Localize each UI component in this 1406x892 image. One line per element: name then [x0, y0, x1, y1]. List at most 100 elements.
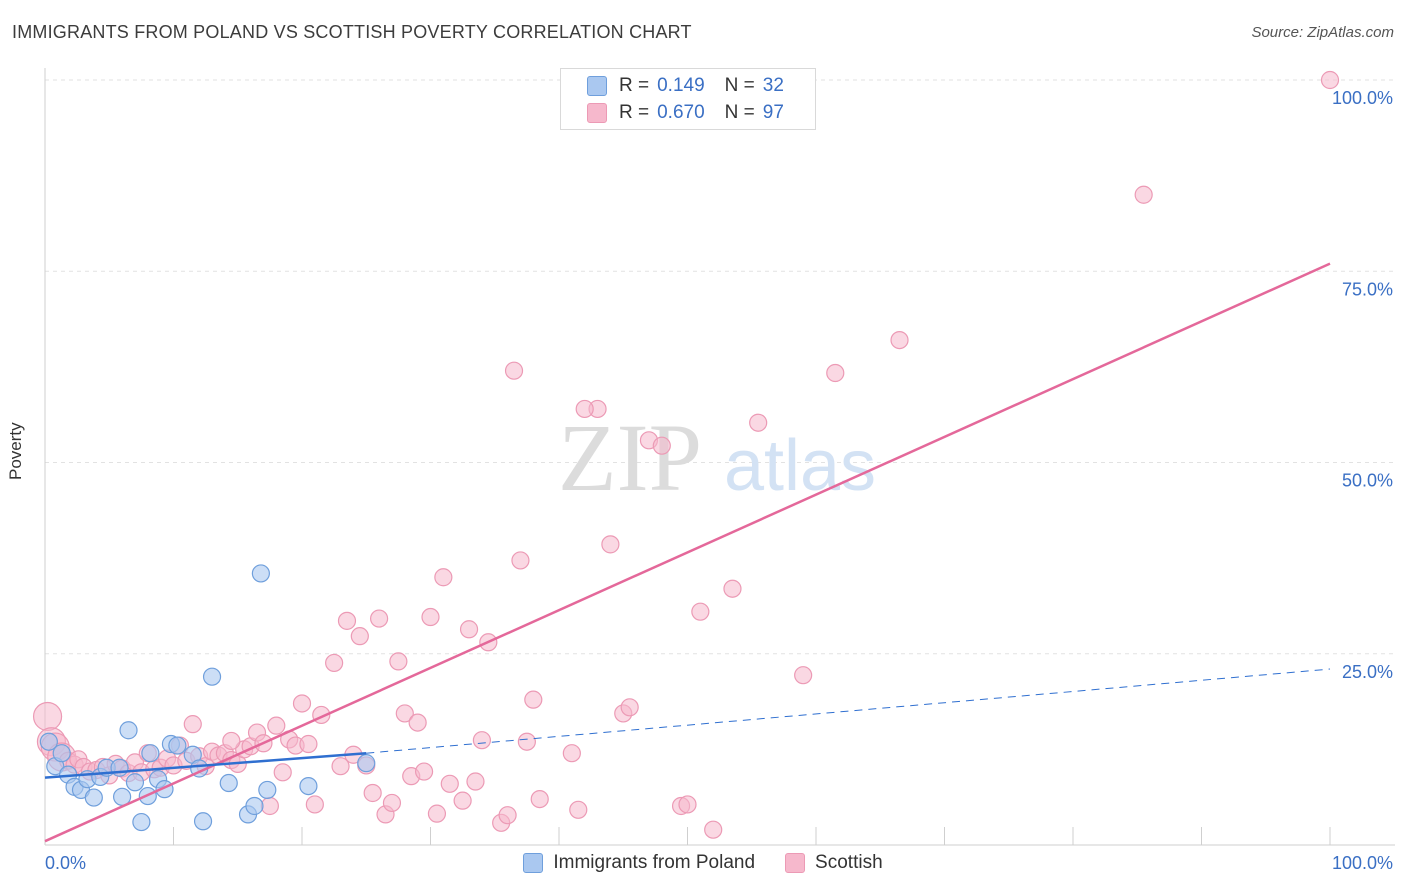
trend-lines	[44, 262, 1331, 843]
legend-label-poland: Immigrants from Poland	[553, 852, 756, 873]
y-tick-label: 100.0%	[1332, 88, 1393, 108]
scottish-point	[601, 535, 620, 554]
scottish-point	[299, 734, 318, 754]
scottish-point	[440, 774, 459, 793]
y-tick-label: 75.0%	[1342, 279, 1393, 299]
poland-swatch	[523, 853, 544, 873]
scottish-point	[575, 399, 594, 419]
scottish-point	[363, 783, 382, 803]
poland-trend-extension	[366, 668, 1331, 754]
scottish-point	[691, 602, 710, 621]
scottish-point	[389, 652, 408, 671]
r-value: 0.149	[657, 75, 705, 96]
y-tick-label: 25.0%	[1342, 662, 1393, 682]
scottish-point	[498, 806, 517, 825]
legend-stats-row-scottish: R = 0.670 N = 97	[587, 100, 784, 126]
poland-point	[245, 796, 264, 816]
n-label: N =	[724, 102, 755, 123]
poland-point	[251, 564, 270, 583]
poland-point	[193, 812, 213, 831]
scottish-point	[511, 551, 530, 570]
scottish-point	[472, 731, 491, 750]
scottish-point	[453, 791, 472, 810]
scottish-point	[325, 653, 344, 673]
scottish-point	[466, 772, 485, 791]
scottish-point	[421, 607, 440, 627]
poland-point	[52, 744, 71, 763]
scottish-point	[704, 820, 723, 839]
scottish-point	[222, 731, 241, 751]
r-label: R =	[619, 75, 650, 96]
scottish-point	[337, 611, 357, 630]
scottish-point	[260, 796, 279, 816]
poland-point	[132, 812, 151, 832]
scottish-point	[530, 789, 549, 809]
scottish-point	[569, 800, 588, 819]
legend-label-scottish: Scottish	[815, 852, 883, 873]
n-value: 97	[762, 102, 784, 123]
chart-title: IMMIGRANTS FROM POLAND VS SCOTTISH POVER…	[12, 22, 692, 42]
scottish-point	[331, 757, 350, 776]
scottish-point	[652, 436, 671, 455]
poland-point	[299, 776, 318, 796]
grid	[45, 79, 1395, 655]
poland-point	[357, 754, 376, 773]
scottish-point	[350, 627, 369, 646]
scottish-point	[370, 609, 389, 628]
scottish-point	[267, 716, 286, 735]
scottish-point	[273, 763, 292, 782]
scottish-point	[183, 715, 202, 734]
poland-point	[168, 736, 187, 755]
scottish-trend-line	[44, 262, 1331, 843]
scottish-point	[620, 698, 639, 717]
y-tick-label: 50.0%	[1342, 471, 1393, 491]
r-label: R =	[619, 102, 650, 123]
poland-point	[39, 732, 58, 751]
axes	[44, 68, 1395, 846]
scottish-point	[1134, 185, 1153, 204]
scottish-point	[890, 331, 909, 350]
watermark-atlas: atlas	[724, 426, 876, 506]
scottish-point	[32, 701, 63, 732]
scottish-point	[292, 694, 312, 713]
source-label: Source: ZipAtlas.com	[1251, 24, 1394, 41]
scottish-swatch	[785, 853, 806, 873]
poland-trend-line	[44, 751, 367, 779]
scottish-point	[1320, 70, 1340, 90]
legend-item-poland[interactable]: Immigrants from Poland	[523, 852, 755, 874]
legend-item-scottish[interactable]: Scottish	[785, 852, 883, 874]
poland-point	[119, 721, 138, 740]
scottish-point	[459, 620, 479, 639]
poland-point	[219, 773, 238, 793]
scottish-point	[524, 690, 543, 709]
poland-point	[125, 773, 145, 792]
x-tick-label: 0.0%	[45, 853, 86, 873]
scottish-point	[395, 704, 414, 723]
poland-point	[84, 788, 103, 807]
n-value: 32	[762, 75, 784, 96]
scottish-point	[678, 795, 697, 814]
scottish-point	[408, 713, 427, 732]
watermark-zip: ZIP	[558, 404, 702, 511]
scottish-point	[427, 804, 447, 823]
scottish-point	[723, 579, 742, 598]
legend: Immigrants from Poland Scottish	[0, 852, 1406, 874]
n-label: N =	[724, 75, 755, 96]
poland-point	[258, 780, 277, 800]
poland-point	[202, 667, 222, 686]
r-value: 0.670	[657, 102, 705, 123]
tick-labels: 25.0% 50.0% 75.0% 100.0% 0.0% 100.0%	[45, 88, 1393, 873]
scottish-point	[414, 762, 434, 781]
scottish-point	[562, 744, 581, 763]
y-axis-label: Poverty	[6, 422, 25, 480]
x-tick-label: 100.0%	[1332, 853, 1393, 873]
legend-stats-row-poland: R = 0.149 N = 32	[587, 73, 784, 99]
legend-stats-box: R = 0.149 N = 32 R = 0.670 N = 97	[560, 68, 816, 130]
scottish-point	[826, 363, 845, 383]
scottish-point	[434, 568, 453, 587]
scottish-point	[305, 795, 324, 814]
scottish-point	[382, 793, 402, 813]
scottish-swatch	[587, 103, 607, 123]
scottish-point	[517, 732, 536, 751]
